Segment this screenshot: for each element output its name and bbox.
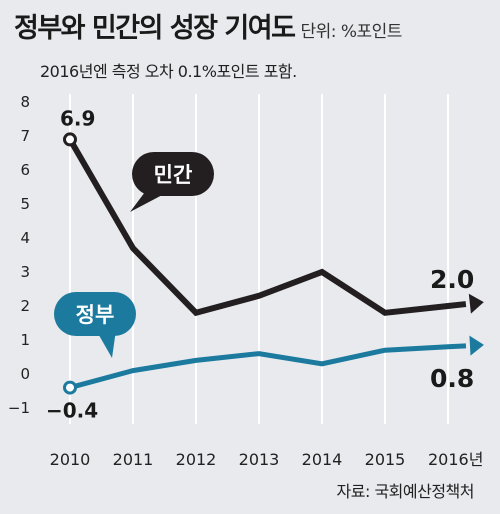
- y-tick-label: 6: [20, 161, 30, 179]
- x-tick-label: 2014: [302, 450, 343, 469]
- data-label-government-start: −0.4: [46, 399, 98, 423]
- x-tick-label: 2015: [365, 450, 406, 469]
- chart-note: 2016년엔 측정 오차 0.1%포인트 포함.: [40, 62, 297, 81]
- title-text: 정부와 민간의 성장 기여도: [14, 13, 296, 44]
- series-line-government: [69, 343, 467, 391]
- chart-title: 정부와 민간의 성장 기여도 단위: %포인트: [14, 6, 402, 45]
- y-tick-label: 0: [20, 365, 30, 383]
- legend-label-government: 정부: [76, 303, 115, 327]
- data-label-private-end: 2.0: [430, 265, 474, 294]
- data-label-private-start: 6.9: [60, 106, 95, 130]
- y-tick-label: 2: [20, 297, 30, 315]
- start-point-marker-private: [63, 132, 77, 147]
- y-tick-label: 7: [20, 127, 30, 145]
- series-line-private: [67, 137, 467, 317]
- legend-label-private: 민간: [154, 163, 193, 187]
- x-tick-label: 2012: [176, 450, 217, 469]
- legend-bubble-government: [54, 292, 136, 336]
- y-tick-label: 8: [20, 93, 30, 111]
- source-note: 자료: 국회예산정책처: [336, 482, 475, 501]
- legend-bubble-tail-private: [130, 188, 166, 212]
- y-tick-label: 1: [20, 331, 30, 349]
- y-tick-label: 3: [20, 263, 30, 281]
- x-tick-label: 2013: [239, 450, 280, 469]
- start-point-marker-government: [63, 380, 77, 395]
- y-tick-label: 5: [20, 195, 30, 213]
- arrow-head-private: [468, 293, 484, 314]
- x-tick-label: 2011: [113, 450, 154, 469]
- x-tick-label: 2016년: [428, 450, 483, 469]
- unit-label: 단위: %포인트: [300, 22, 402, 42]
- data-label-government-end: 0.8: [430, 364, 474, 393]
- y-tick-label: −1: [8, 399, 30, 417]
- y-tick-label: 4: [20, 229, 30, 247]
- x-tick-label: 2010: [50, 450, 91, 469]
- arrow-head-government: [469, 335, 484, 356]
- legend-bubble-tail-government: [96, 330, 116, 358]
- legend-bubble-private: [132, 152, 214, 196]
